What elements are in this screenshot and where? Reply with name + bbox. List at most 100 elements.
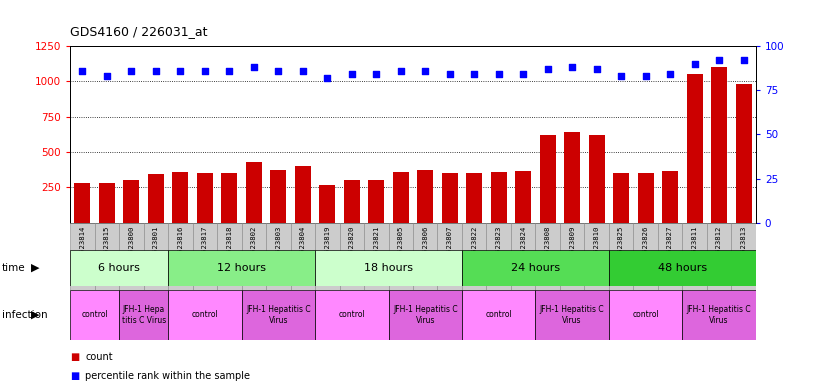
Text: JFH-1 Hepa
titis C Virus: JFH-1 Hepa titis C Virus (121, 305, 166, 324)
Point (394, 68, 407, 74)
Bar (95, 223, 119, 290)
Bar (192, 223, 217, 290)
Bar (242, 223, 266, 290)
Bar (609, 223, 634, 290)
Bar (539, 135, 556, 223)
Point (100, 73, 113, 79)
Text: percentile rank within the sample: percentile rank within the sample (85, 371, 250, 381)
Bar (241, 290, 315, 340)
Text: GSM523826: GSM523826 (643, 226, 648, 265)
Bar (438, 223, 462, 290)
Bar (295, 166, 311, 223)
Bar (462, 250, 609, 286)
Bar (511, 223, 535, 290)
Bar (320, 185, 335, 223)
Bar (487, 223, 511, 290)
Bar (686, 74, 703, 223)
Point (590, 66, 603, 72)
Bar (169, 223, 192, 290)
Point (370, 71, 383, 78)
Text: JFH-1 Hepatitis C
Virus: JFH-1 Hepatitis C Virus (246, 305, 311, 324)
Point (76, 68, 89, 74)
Point (566, 64, 579, 70)
Text: GSM523801: GSM523801 (153, 226, 159, 265)
Point (223, 68, 236, 74)
Point (492, 71, 506, 78)
Point (272, 68, 285, 74)
Text: GSM523825: GSM523825 (618, 226, 624, 265)
Text: time: time (2, 263, 26, 273)
Text: GSM523823: GSM523823 (496, 226, 501, 265)
Text: ▶: ▶ (31, 263, 40, 273)
Bar (291, 223, 315, 290)
Bar (388, 223, 413, 290)
Bar (315, 223, 339, 290)
Text: GSM523804: GSM523804 (300, 226, 306, 265)
Bar (417, 170, 433, 223)
Text: GSM523807: GSM523807 (447, 226, 453, 265)
Point (639, 73, 653, 79)
Bar (462, 290, 535, 340)
Bar (731, 223, 756, 290)
Bar (119, 223, 144, 290)
Bar (564, 132, 580, 223)
Bar (270, 170, 287, 223)
Text: JFH-1 Hepatitis C
Virus: JFH-1 Hepatitis C Virus (686, 305, 752, 324)
Bar (144, 223, 169, 290)
Point (713, 57, 726, 63)
Text: count: count (85, 352, 112, 362)
Bar (388, 290, 462, 340)
Bar (173, 172, 188, 223)
Text: ■: ■ (70, 352, 79, 362)
Text: GSM523827: GSM523827 (667, 226, 673, 265)
Bar (585, 223, 609, 290)
Text: GSM523800: GSM523800 (128, 226, 135, 265)
Point (443, 71, 456, 78)
Text: GSM523809: GSM523809 (569, 226, 575, 265)
Bar (197, 172, 213, 223)
Bar (393, 172, 409, 223)
Point (247, 64, 260, 70)
Text: GSM523810: GSM523810 (594, 226, 600, 265)
Bar (70, 223, 95, 290)
Point (516, 71, 529, 78)
Bar (221, 172, 237, 223)
Text: JFH-1 Hepatitis C
Virus: JFH-1 Hepatitis C Virus (540, 305, 605, 324)
Text: GSM523818: GSM523818 (226, 226, 232, 265)
Text: GSM523802: GSM523802 (251, 226, 257, 265)
Point (663, 71, 676, 78)
Point (419, 68, 432, 74)
Text: GSM523820: GSM523820 (349, 226, 355, 265)
Bar (711, 67, 727, 223)
Point (468, 71, 481, 78)
Text: GSM523806: GSM523806 (422, 226, 428, 265)
Bar (634, 223, 657, 290)
Bar (682, 290, 756, 340)
Bar (339, 223, 364, 290)
Text: GSM523813: GSM523813 (741, 226, 747, 265)
Bar (736, 84, 752, 223)
Bar (364, 223, 388, 290)
Text: GDS4160 / 226031_at: GDS4160 / 226031_at (70, 25, 207, 38)
Point (173, 68, 187, 74)
Text: GSM523808: GSM523808 (544, 226, 551, 265)
Text: control: control (632, 310, 659, 319)
Text: GSM523817: GSM523817 (202, 226, 208, 265)
Bar (148, 174, 164, 223)
Bar (169, 290, 242, 340)
Text: control: control (81, 310, 108, 319)
Bar (609, 290, 682, 340)
Text: control: control (486, 310, 512, 319)
Text: GSM523812: GSM523812 (716, 226, 722, 265)
Point (150, 68, 163, 74)
Text: GSM523821: GSM523821 (373, 226, 379, 265)
Text: GSM523803: GSM523803 (275, 226, 282, 265)
Text: ■: ■ (70, 371, 79, 381)
Point (615, 73, 628, 79)
Bar (589, 135, 605, 223)
Point (125, 68, 138, 74)
Text: infection: infection (2, 310, 47, 320)
Point (688, 61, 701, 67)
Bar (315, 290, 388, 340)
Bar (344, 180, 360, 223)
